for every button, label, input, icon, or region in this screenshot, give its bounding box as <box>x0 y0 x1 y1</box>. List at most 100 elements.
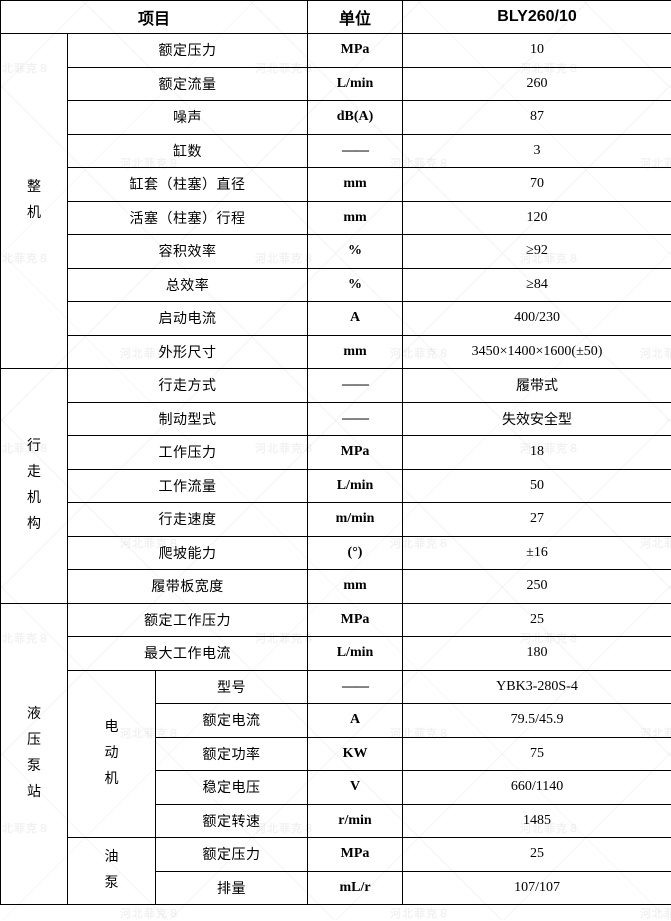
table-row: 总效率 % ≥84 <box>1 268 671 302</box>
header-unit: 单位 <box>308 1 403 34</box>
row-name: 行走方式 <box>68 369 308 403</box>
table-row: 缸套（柱塞）直径 mm 70 <box>1 168 671 202</box>
row-unit: r/min <box>308 804 403 838</box>
row-value: 250 <box>403 570 671 604</box>
row-name: 额定压力 <box>156 838 308 872</box>
watermark-text: 河北菲克８ <box>640 905 671 921</box>
table-row: 电 动 机 型号 —— YBK3-280S-4 <box>1 670 671 704</box>
row-unit: mm <box>308 168 403 202</box>
row-value: 87 <box>403 101 671 135</box>
row-value: ≥92 <box>403 235 671 269</box>
row-unit: L/min <box>308 67 403 101</box>
group-label-char: 机 <box>27 201 41 227</box>
row-value: 75 <box>403 737 671 771</box>
row-value: 660/1140 <box>403 771 671 805</box>
table-row: 最大工作电流 L/min 180 <box>1 637 671 671</box>
table-row: 爬坡能力 (°) ±16 <box>1 536 671 570</box>
subgroup-label-char: 动 <box>105 741 119 767</box>
row-name: 工作压力 <box>68 436 308 470</box>
row-name: 最大工作电流 <box>68 637 308 671</box>
table-row: 行走速度 m/min 27 <box>1 503 671 537</box>
row-unit: L/min <box>308 469 403 503</box>
row-name: 缸套（柱塞）直径 <box>68 168 308 202</box>
row-unit: mL/r <box>308 871 403 905</box>
row-value: YBK3-280S-4 <box>403 670 671 704</box>
row-value: 18 <box>403 436 671 470</box>
watermark-text: 河北菲克８ <box>390 905 450 921</box>
row-unit: —— <box>308 402 403 436</box>
row-unit: MPa <box>308 436 403 470</box>
table-row: 工作压力 MPa 18 <box>1 436 671 470</box>
row-name: 总效率 <box>68 268 308 302</box>
row-name: 型号 <box>156 670 308 704</box>
row-name: 额定电流 <box>156 704 308 738</box>
table-row: 缸数 —— 3 <box>1 134 671 168</box>
row-unit: dB(A) <box>308 101 403 135</box>
row-name: 启动电流 <box>68 302 308 336</box>
row-unit: L/min <box>308 637 403 671</box>
table-row: 制动型式 —— 失效安全型 <box>1 402 671 436</box>
row-name: 额定流量 <box>68 67 308 101</box>
row-name: 噪声 <box>68 101 308 135</box>
group-label-char: 行 <box>27 434 41 460</box>
row-unit: KW <box>308 737 403 771</box>
row-value: 1485 <box>403 804 671 838</box>
table-row: 行 走 机 构 行走方式 —— 履带式 <box>1 369 671 403</box>
row-unit: (°) <box>308 536 403 570</box>
row-unit: A <box>308 704 403 738</box>
group-label-whole-machine: 整 机 <box>1 34 68 369</box>
row-name: 额定功率 <box>156 737 308 771</box>
row-name: 额定转速 <box>156 804 308 838</box>
row-value: ≥84 <box>403 268 671 302</box>
row-name: 工作流量 <box>68 469 308 503</box>
subgroup-label-char: 电 <box>105 715 119 741</box>
row-unit: —— <box>308 134 403 168</box>
table-row: 额定流量 L/min 260 <box>1 67 671 101</box>
row-unit: MPa <box>308 34 403 68</box>
row-value: 25 <box>403 838 671 872</box>
row-value: 10 <box>403 34 671 68</box>
table-row: 工作流量 L/min 50 <box>1 469 671 503</box>
row-name: 制动型式 <box>68 402 308 436</box>
group-label-char: 压 <box>27 728 41 754</box>
group-label-travel-mechanism: 行 走 机 构 <box>1 369 68 604</box>
row-name: 排量 <box>156 871 308 905</box>
row-value: 120 <box>403 201 671 235</box>
table-row: 液 压 泵 站 额定工作压力 MPa 25 <box>1 603 671 637</box>
table-row: 容积效率 % ≥92 <box>1 235 671 269</box>
row-value: 27 <box>403 503 671 537</box>
subgroup-label-char: 机 <box>105 767 119 793</box>
row-unit: A <box>308 302 403 336</box>
row-value: 180 <box>403 637 671 671</box>
row-value: 50 <box>403 469 671 503</box>
row-name: 额定工作压力 <box>68 603 308 637</box>
row-unit: MPa <box>308 838 403 872</box>
table-row: 整 机 额定压力 MPa 10 <box>1 34 671 68</box>
group-label-char: 机 <box>27 486 41 512</box>
row-value: ±16 <box>403 536 671 570</box>
row-name: 容积效率 <box>68 235 308 269</box>
group-label-char: 液 <box>27 702 41 728</box>
header-item: 项目 <box>1 1 308 34</box>
table-row: 活塞（柱塞）行程 mm 120 <box>1 201 671 235</box>
row-value: 107/107 <box>403 871 671 905</box>
row-value: 3450×1400×1600(±50) <box>403 335 671 369</box>
row-name: 爬坡能力 <box>68 536 308 570</box>
group-label-char: 泵 <box>27 754 41 780</box>
row-name: 稳定电压 <box>156 771 308 805</box>
row-unit: MPa <box>308 603 403 637</box>
subgroup-label-char: 油 <box>105 845 119 871</box>
row-name: 行走速度 <box>68 503 308 537</box>
row-unit: % <box>308 235 403 269</box>
group-label-char: 走 <box>27 460 41 486</box>
table-row: 噪声 dB(A) 87 <box>1 101 671 135</box>
table-row: 履带板宽度 mm 250 <box>1 570 671 604</box>
row-value: 400/230 <box>403 302 671 336</box>
group-label-char: 构 <box>27 512 41 538</box>
row-unit: m/min <box>308 503 403 537</box>
row-value: 3 <box>403 134 671 168</box>
row-value: 失效安全型 <box>403 402 671 436</box>
row-value: 79.5/45.9 <box>403 704 671 738</box>
